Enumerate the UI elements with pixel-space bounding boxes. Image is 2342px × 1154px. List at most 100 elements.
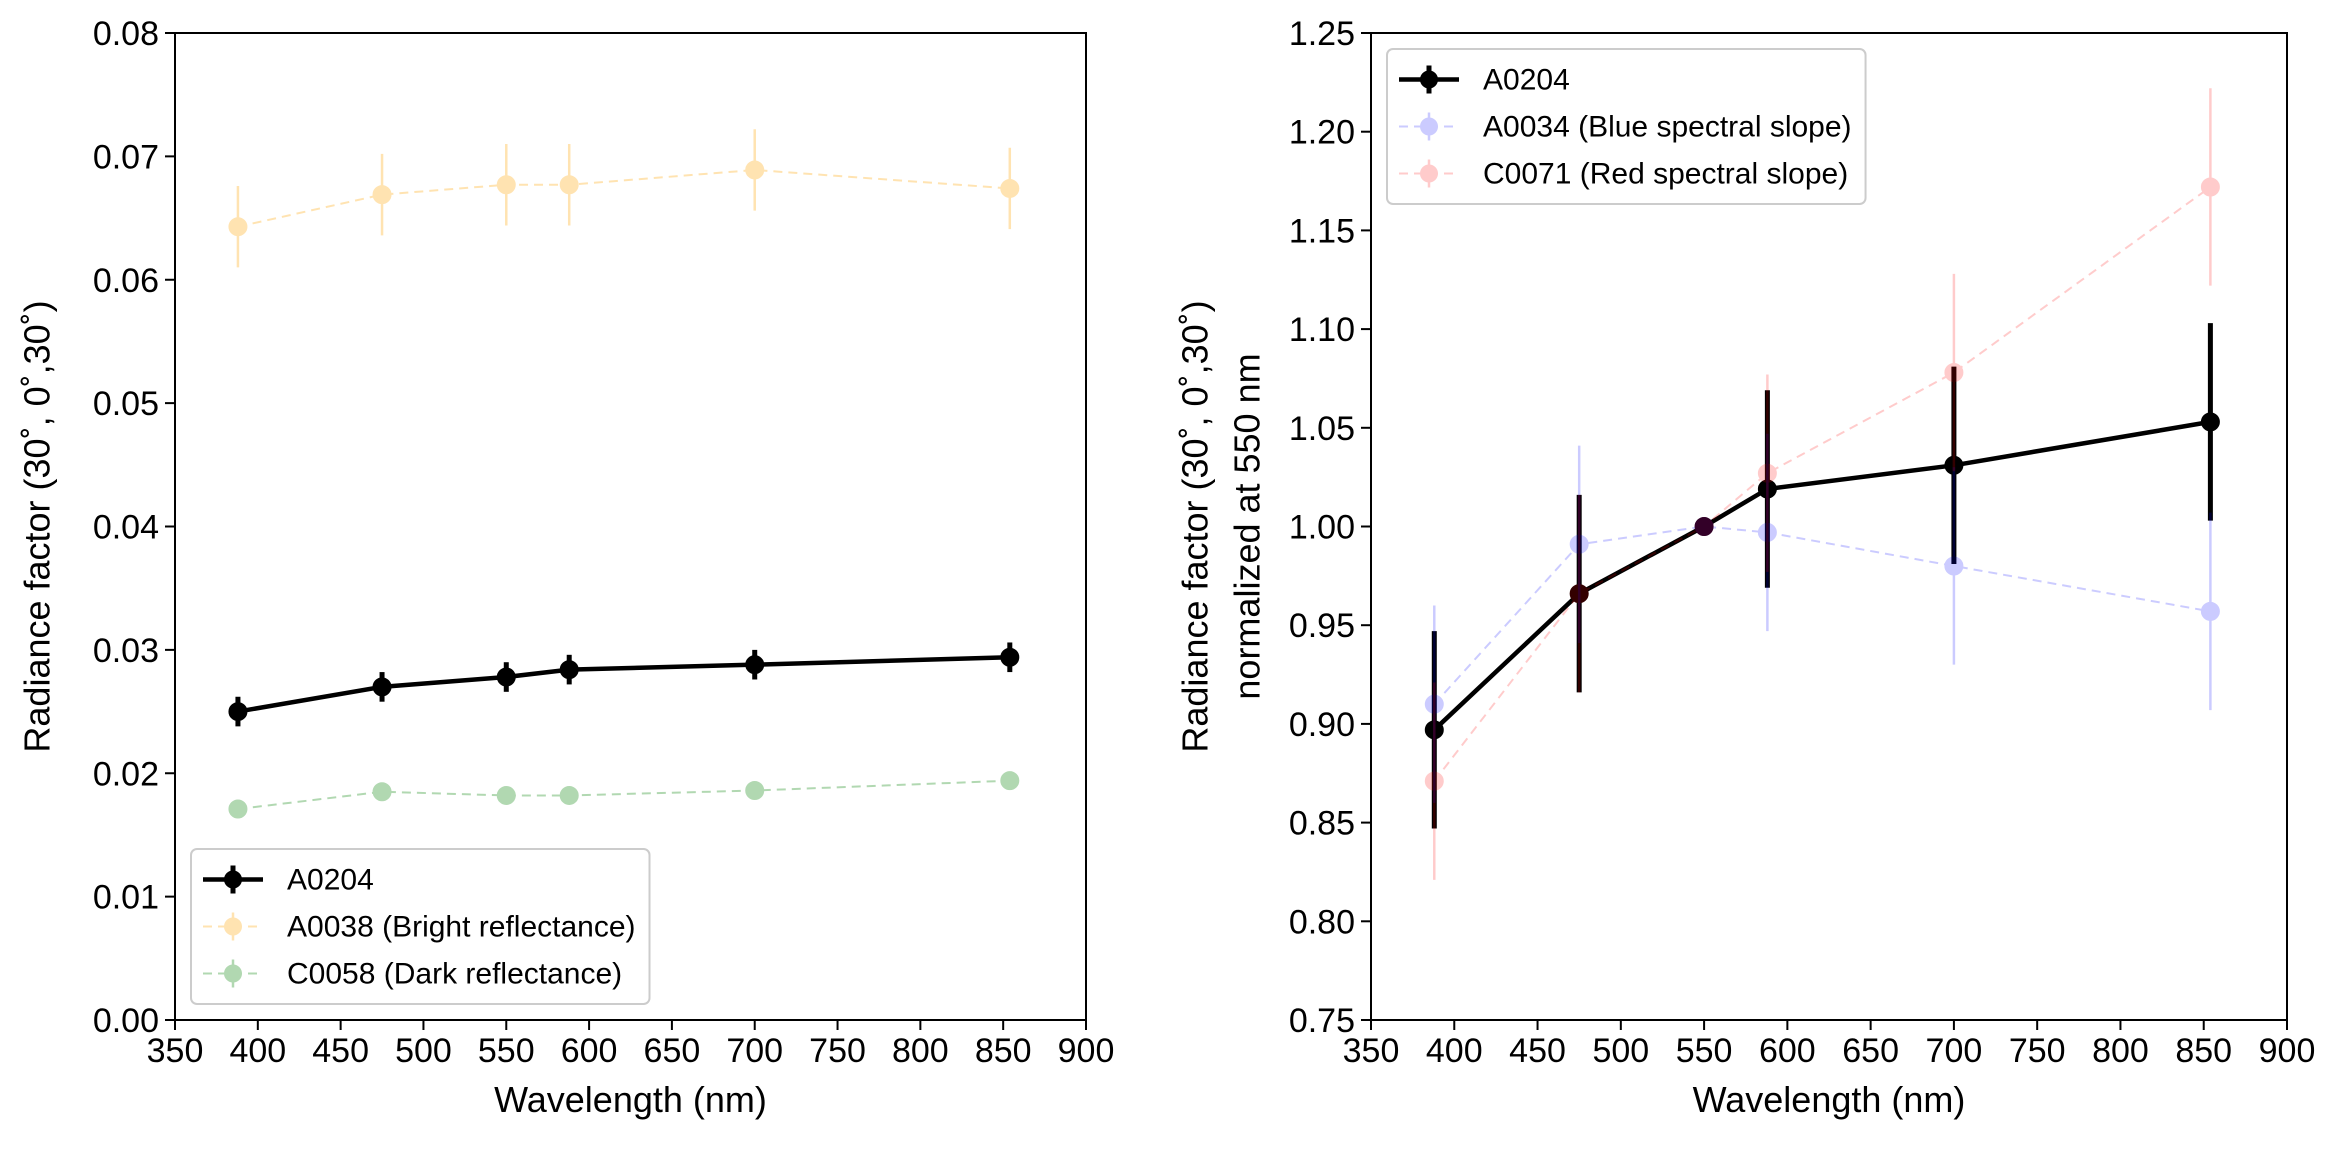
x-tick-label: 700 [1926,1032,1983,1070]
legend-marker [1420,70,1438,89]
marker [1757,463,1777,483]
x-tick-label: 650 [644,1032,701,1070]
legend-label: A0204 [1483,64,1570,97]
marker [1569,584,1589,604]
series-line [237,779,1010,811]
x-tick-label: 800 [2092,1032,2149,1070]
y-tick-label: 0.04 [93,509,159,547]
legend-box [190,848,651,1005]
legend-label: A0204 [287,864,374,897]
x-tick-label: 450 [312,1032,369,1070]
legend-box [1386,48,1867,205]
x-tick-label: 700 [726,1032,783,1070]
marker [496,175,516,195]
series-line [1432,419,2211,732]
marker [1694,517,1714,536]
legend-entry [203,865,263,894]
x-tick-label: 350 [147,1032,204,1070]
y-tick-label: 0.01 [93,879,159,917]
marker [372,782,392,802]
x-tick-label: 350 [1343,1032,1400,1070]
x-axis-label: Wavelength (nm) [1693,1079,1966,1120]
marker [1694,517,1714,536]
x-tick-label: 500 [395,1032,452,1070]
marker [372,677,392,697]
marker [2200,177,2220,197]
marker [1000,647,1020,667]
marker [559,175,579,195]
marker [1000,178,1020,198]
y-tick-label: 0.90 [1289,706,1355,744]
series-line [237,168,1010,228]
marker [1424,720,1444,740]
marker [1944,455,1964,475]
y-tick-label: 0.03 [93,632,159,670]
x-tick-label: 900 [1058,1032,1115,1070]
marker [745,655,765,675]
marker [228,702,248,722]
marker [2200,412,2220,432]
y-tick-label: 1.10 [1289,311,1355,349]
series [1424,323,2220,829]
marker [496,667,516,687]
legend-label: A0034 (Blue spectral slope) [1483,111,1852,144]
marker [1424,771,1444,791]
marker [1757,522,1777,542]
marker [559,785,579,805]
marker [496,785,516,805]
series [1424,88,2220,880]
legend-label: C0058 (Dark reflectance) [287,958,622,991]
marker [559,660,579,680]
y-tick-label: 0.07 [93,138,159,176]
y-tick-label: 1.05 [1289,410,1355,448]
series [228,129,1020,268]
x-tick-label: 850 [2175,1032,2232,1070]
x-tick-label: 800 [892,1032,949,1070]
x-tick-label: 750 [809,1032,866,1070]
legend-entry [1399,65,1459,94]
marker [1569,584,1589,604]
y-tick-label: 0.75 [1289,1002,1355,1040]
legend-marker [224,964,242,983]
y-tick-label: 0.95 [1289,607,1355,645]
marker [228,217,248,237]
marker [1424,694,1444,714]
legend-entry [1399,112,1459,141]
y-tick-label: 0.00 [93,1002,159,1040]
chart: 350 400 450 500 550 600 650 700 750 800 850 900 0.00… [17,15,1115,1120]
marker [745,160,765,180]
y-axis-label: normalized at 550 nm [1227,353,1268,699]
y-tick-label: 1.00 [1289,509,1355,547]
y-tick-label: 1.25 [1289,15,1355,53]
series-line [1433,525,2211,705]
x-tick-label: 600 [561,1032,618,1070]
legend-entry [203,912,263,941]
x-tick-label: 600 [1759,1032,1816,1070]
y-tick-label: 1.15 [1289,212,1355,250]
x-tick-label: 450 [1509,1032,1566,1070]
marker [372,185,392,205]
legend-marker [224,870,242,889]
y-tick-label: 0.05 [93,385,159,423]
legend-marker [224,917,242,936]
marker [2200,601,2220,621]
x-tick-label: 900 [2259,1032,2316,1070]
y-axis-label: Radiance factor (30˚, 0˚,30˚) [1175,300,1216,752]
x-tick-label: 500 [1592,1032,1649,1070]
marker [1569,534,1589,554]
y-tick-label: 1.20 [1289,114,1355,152]
marker [1757,479,1777,499]
legend: A0204 A0034 (Blue spectral slope) C0071 (R… [1386,48,1867,205]
marker [228,799,248,819]
y-tick-label: 0.85 [1289,805,1355,843]
x-axis-label: Wavelength (nm) [494,1079,767,1120]
y-tick-label: 0.06 [93,262,159,300]
series-line [1433,186,2211,782]
x-tick-label: 400 [1426,1032,1483,1070]
legend-entry [1399,159,1459,188]
chart: 350 400 450 500 550 600 650 700 750 800 850 900 0.75… [1175,15,2316,1120]
series [228,642,1020,727]
marker [1944,556,1964,576]
